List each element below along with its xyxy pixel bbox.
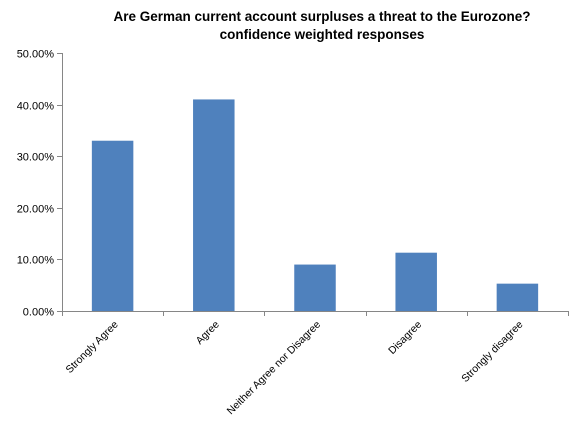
chart-title: Are German current account surpluses a t… (113, 9, 530, 24)
bar-agree (193, 99, 235, 311)
x-tick-label: Agree (194, 319, 222, 347)
y-tick-label: 0.00% (23, 307, 54, 319)
x-tick-label: Strongly disagree (459, 319, 525, 385)
y-tick-label: 20.00% (17, 204, 55, 216)
y-tick-label: 10.00% (17, 255, 55, 267)
plot-area: 0.00% 10.00% 20.00% 30.00% 40.00% 50.00% Stron… (17, 49, 569, 418)
bar-disagree (395, 252, 437, 311)
bar-neither-agree-nor-disagree (294, 264, 336, 311)
y-tick-label: 50.00% (17, 49, 55, 61)
bar-strongly-disagree (496, 283, 539, 311)
bar-strongly-agree (91, 140, 134, 311)
y-tick-label: 40.00% (17, 101, 55, 113)
x-tick-label: Strongly Agree (64, 319, 121, 376)
chart-subtitle: confidence weighted responses (220, 27, 425, 42)
x-tick-label: Neither Agree nor Disagree (225, 319, 324, 418)
y-tick-label: 30.00% (17, 152, 55, 164)
x-tick-label: Disagree (386, 319, 424, 357)
